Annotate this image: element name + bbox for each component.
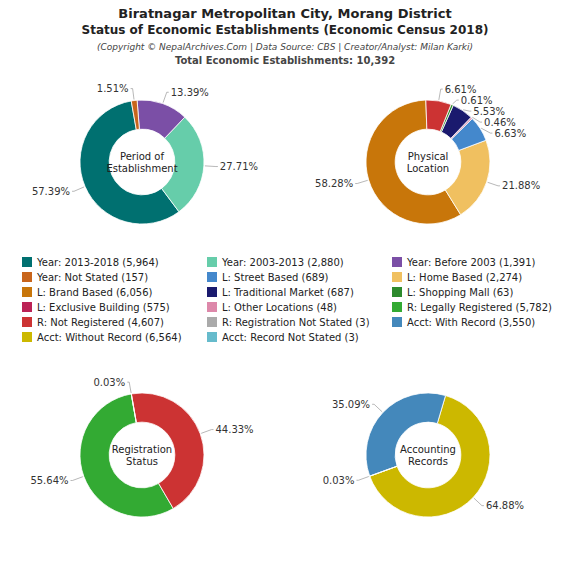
data-label: 1.51% xyxy=(97,83,129,94)
legend-swatch xyxy=(207,257,217,267)
legend-swatch xyxy=(392,287,402,297)
label-leader xyxy=(72,187,84,191)
background xyxy=(0,0,570,570)
label-leader xyxy=(481,128,492,133)
label-leader xyxy=(463,110,471,111)
label-leader xyxy=(472,117,482,122)
label-leader xyxy=(71,477,83,481)
data-label: 6.63% xyxy=(494,128,526,139)
data-label: 0.03% xyxy=(323,475,355,486)
pie-center-label: Period ofEstablishment xyxy=(106,151,177,174)
label-leader xyxy=(453,100,459,104)
legend-swatch xyxy=(22,272,32,282)
data-label: 6.61% xyxy=(445,84,477,95)
pie-center-label: AccountingRecords xyxy=(400,444,456,467)
label-leader xyxy=(127,382,131,393)
label-leader xyxy=(355,180,368,183)
legend-entry: Year: 2013-2018 (5,964) xyxy=(36,257,159,268)
legend-swatch xyxy=(22,287,32,297)
legend-swatch xyxy=(22,257,32,267)
legend-swatch xyxy=(207,287,217,297)
legend-swatch xyxy=(22,302,32,312)
chart-root: Biratnagar Metropolitan City, Morang Dis… xyxy=(0,0,570,570)
legend-entry: R: Not Registered (4,607) xyxy=(37,317,164,328)
label-leader xyxy=(488,182,500,186)
pie-slice xyxy=(131,100,139,129)
pie: PhysicalLocation 6.61%0.61%5.53%0.46%6.63… xyxy=(315,84,540,224)
pie: AccountingRecords 64.88% 35.09% 0.03% xyxy=(323,393,524,517)
label-leader xyxy=(131,89,134,100)
legend-entry: L: Exclusive Building (575) xyxy=(37,302,170,313)
subtitle: Total Economic Establishments: 10,392 xyxy=(175,55,395,66)
legend-entry: L: Street Based (689) xyxy=(222,272,329,283)
pie-slice xyxy=(445,140,490,214)
data-label: 58.28% xyxy=(315,178,353,189)
data-label: 55.64% xyxy=(30,475,68,486)
label-leader xyxy=(474,498,484,506)
legend-entry: R: Legally Registered (5,782) xyxy=(407,302,552,313)
data-label: 21.88% xyxy=(502,180,540,191)
legend-swatch xyxy=(392,317,402,327)
data-label: 35.09% xyxy=(332,399,370,410)
title: Status of Economic Establishments (Econo… xyxy=(82,23,489,37)
legend: Year: 2013-2018 (5,964) Year: 2003-2013 (… xyxy=(22,257,552,343)
legend-swatch xyxy=(207,332,217,342)
legend-entry: Acct: With Record (3,550) xyxy=(407,317,535,328)
data-label: 0.46% xyxy=(484,117,516,128)
legend-entry: Year: Not Stated (157) xyxy=(36,272,148,283)
legend-entry: Year: 2003-2013 (2,880) xyxy=(221,257,344,268)
legend-entry: L: Brand Based (6,056) xyxy=(37,287,152,298)
legend-entry: L: Home Based (2,274) xyxy=(407,272,522,283)
data-label: 0.03% xyxy=(93,377,125,388)
legend-entry: Year: Before 2003 (1,391) xyxy=(406,257,536,268)
pie-center-label: RegistrationStatus xyxy=(112,444,172,467)
pie-slice xyxy=(131,394,136,423)
legend-swatch xyxy=(22,332,32,342)
legend-swatch xyxy=(392,272,402,282)
pie-slice xyxy=(426,100,451,131)
data-label: 27.71% xyxy=(220,161,258,172)
legend-swatch xyxy=(207,302,217,312)
label-leader xyxy=(356,476,368,480)
legend-entry: L: Traditional Market (687) xyxy=(222,287,354,298)
data-label: 64.88% xyxy=(486,500,524,511)
data-label: 5.53% xyxy=(473,106,505,117)
legend-entry: Acct: Without Record (6,564) xyxy=(37,332,182,343)
pie-center-label: PhysicalLocation xyxy=(407,151,449,174)
pie-slice xyxy=(370,466,397,476)
data-label: 0.61% xyxy=(461,95,493,106)
data-label: 57.39% xyxy=(32,186,70,197)
legend-entry: Acct: Record Not Stated (3) xyxy=(222,332,359,343)
legend-entry: L: Other Locations (48) xyxy=(222,302,337,313)
label-leader xyxy=(205,165,218,167)
label-leader xyxy=(163,92,169,102)
pie: RegistrationStatus 44.33% 0.03% 55.64% xyxy=(30,377,253,517)
legend-entry: R: Registration Not Stated (3) xyxy=(222,317,370,328)
data-label: 13.39% xyxy=(171,87,209,98)
title: Biratnagar Metropolitan City, Morang Dis… xyxy=(118,6,451,21)
legend-swatch xyxy=(207,272,217,282)
legend-swatch xyxy=(392,257,402,267)
legend-swatch xyxy=(207,317,217,327)
pie-slice xyxy=(366,100,461,224)
subtitle: (Copyright © NepalArchives.Com | Data So… xyxy=(97,42,473,52)
legend-entry: L: Shopping Mall (63) xyxy=(407,287,513,298)
legend-swatch xyxy=(22,317,32,327)
label-leader xyxy=(439,89,443,100)
label-leader xyxy=(201,430,213,434)
legend-swatch xyxy=(392,302,402,312)
pie-slice xyxy=(137,100,185,138)
data-label: 44.33% xyxy=(215,424,253,435)
pie: Period ofEstablishment 13.39% 27.71% 1.51% 5… xyxy=(32,83,258,224)
label-leader xyxy=(372,404,382,412)
